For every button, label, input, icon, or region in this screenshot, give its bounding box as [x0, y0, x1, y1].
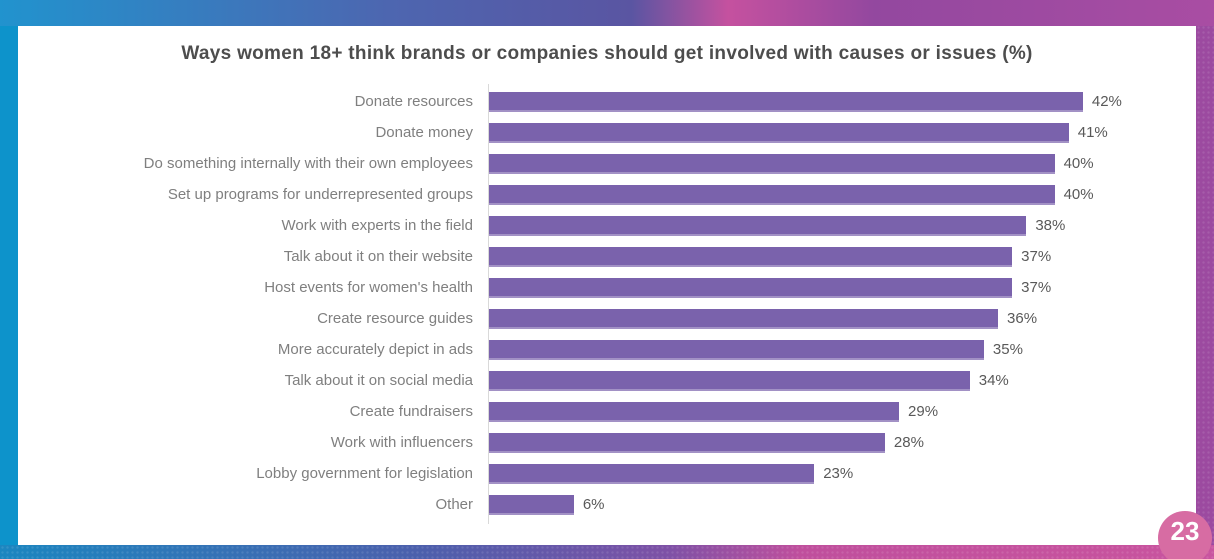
value-label: 28% — [893, 434, 924, 451]
chart-row: Lobby government for legislation 23% — [18, 458, 1196, 489]
chart-row: Donate money 41% — [18, 117, 1196, 148]
category-label: Donate resources — [354, 93, 473, 110]
plot-area: 40% — [488, 179, 1196, 210]
chart-row: More accurately depict in ads 35% — [18, 334, 1196, 365]
value-label: 37% — [1021, 279, 1052, 296]
bar — [489, 339, 984, 360]
chart-row: Donate resources 42% — [18, 86, 1196, 117]
category-label: Create resource guides — [317, 310, 473, 327]
category-label: Do something internally with their own e… — [143, 155, 473, 172]
category-label: Donate money — [375, 124, 473, 141]
plot-area: 28% — [488, 427, 1196, 458]
bar — [489, 153, 1055, 174]
bar — [489, 277, 1013, 298]
chart-row: Do something internally with their own e… — [18, 148, 1196, 179]
value-label: 42% — [1091, 93, 1122, 110]
chart-row: Host events for women's health 37% — [18, 272, 1196, 303]
plot-area: 23% — [488, 458, 1196, 489]
category-label: Set up programs for underrepresented gro… — [167, 186, 473, 203]
bar — [489, 494, 574, 515]
chart-row: Work with experts in the field 38% — [18, 210, 1196, 241]
bar — [489, 370, 970, 391]
chart-row: Talk about it on social media 34% — [18, 365, 1196, 396]
plot-area: 29% — [488, 396, 1196, 427]
value-label: 36% — [1007, 310, 1038, 327]
value-label: 6% — [582, 496, 605, 513]
category-label: More accurately depict in ads — [277, 341, 473, 358]
value-label: 29% — [908, 403, 939, 420]
bar — [489, 184, 1055, 205]
category-label: Talk about it on their website — [283, 248, 473, 265]
bar — [489, 122, 1069, 143]
category-label: Work with experts in the field — [281, 217, 473, 234]
bar — [489, 91, 1083, 112]
value-label: 40% — [1063, 186, 1094, 203]
plot-area: 35% — [488, 334, 1196, 365]
value-label: 40% — [1063, 155, 1094, 172]
plot-area: 34% — [488, 365, 1196, 396]
plot-area: 41% — [488, 117, 1196, 148]
bar — [489, 215, 1027, 236]
category-label: Talk about it on social media — [284, 372, 473, 389]
bar — [489, 401, 900, 422]
value-label: 37% — [1021, 248, 1052, 265]
category-label: Create fundraisers — [349, 403, 473, 420]
value-label: 41% — [1077, 124, 1108, 141]
value-label: 35% — [992, 341, 1023, 358]
chart-row: Create fundraisers 29% — [18, 396, 1196, 427]
chart-title: Ways women 18+ think brands or companies… — [181, 43, 1033, 64]
chart-row: Other 6% — [18, 489, 1196, 520]
value-label: 23% — [823, 465, 854, 482]
bar — [489, 432, 885, 453]
category-label: Lobby government for legislation — [256, 465, 473, 482]
plot-area: 37% — [488, 241, 1196, 272]
bar — [489, 246, 1013, 267]
chart-row: Set up programs for underrepresented gro… — [18, 179, 1196, 210]
chart-row: Talk about it on their website 37% — [18, 241, 1196, 272]
category-label: Work with influencers — [330, 434, 473, 451]
plot-area: 42% — [488, 86, 1196, 117]
value-label: 38% — [1035, 217, 1066, 234]
plot-area: 36% — [488, 303, 1196, 334]
frame-top-border — [0, 0, 1214, 26]
plot-area: 6% — [488, 489, 1196, 520]
category-label: Other — [435, 496, 473, 513]
page-number: 23 — [1170, 515, 1200, 546]
plot-area: 38% — [488, 210, 1196, 241]
chart-card: Ways women 18+ think brands or companies… — [18, 26, 1196, 545]
value-label: 34% — [978, 372, 1009, 389]
bar — [489, 308, 999, 329]
page-number-badge: 23 — [1158, 511, 1212, 559]
chart-row: Work with influencers 28% — [18, 427, 1196, 458]
bar-chart: Donate resources 42% Donate money 41% Do… — [18, 84, 1196, 524]
frame-left-border — [0, 0, 18, 559]
chart-row: Create resource guides 36% — [18, 303, 1196, 334]
frame-bottom-border — [0, 545, 1214, 559]
plot-area: 40% — [488, 148, 1196, 179]
bar — [489, 463, 815, 484]
plot-area: 37% — [488, 272, 1196, 303]
category-label: Host events for women's health — [264, 279, 473, 296]
frame-right-border — [1196, 0, 1214, 559]
